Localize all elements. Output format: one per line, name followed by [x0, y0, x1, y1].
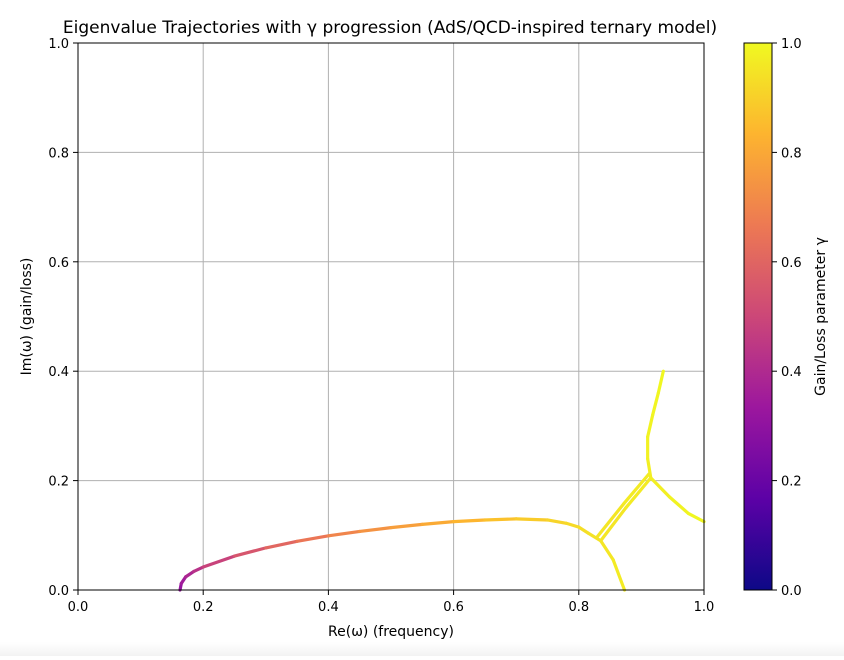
series-trajectory — [599, 539, 627, 592]
y-tick-label: 0.6 — [48, 256, 69, 271]
plot-area — [77, 42, 706, 592]
colorbar-tick-label: 0.2 — [781, 475, 802, 490]
trajectory-segment — [599, 506, 628, 543]
plot-frame — [77, 42, 705, 591]
bottom-strip — [0, 642, 844, 656]
trajectory-segment — [420, 520, 456, 526]
trajectory-segment — [545, 518, 568, 525]
trajectory-segment — [595, 501, 626, 538]
x-tick-label: 0.8 — [568, 600, 589, 615]
trajectory-segment — [667, 495, 690, 516]
trajectory-segment — [622, 472, 651, 506]
colorbar-label: Gain/Loss parameter γ — [813, 237, 829, 396]
plot-background — [78, 43, 704, 590]
y-axis-ticks: 0.0 0.2 0.4 0.6 0.8 1.0 — [48, 37, 78, 599]
trajectory-segment — [624, 476, 653, 510]
trajectory-segment — [514, 517, 550, 522]
colorbar-tick-label: 0.0 — [781, 584, 802, 599]
trajectory-segment — [646, 413, 655, 439]
colorbar-tick-label: 1.0 — [781, 37, 802, 52]
y-axis-label: Im(ω) (gain/loss) — [19, 258, 35, 376]
y-tick-label: 1.0 — [48, 37, 69, 52]
trajectory-segment — [611, 558, 627, 592]
x-tick-label: 0.6 — [443, 600, 464, 615]
trajectory-segment — [586, 531, 603, 543]
trajectory-segment — [232, 546, 268, 558]
colorbar-tick-label: 0.8 — [781, 146, 802, 161]
x-tick-label: 0.0 — [68, 600, 89, 615]
y-tick-label: 0.4 — [48, 365, 69, 380]
trajectory-segment — [651, 391, 660, 417]
x-tick-label: 1.0 — [694, 600, 715, 615]
chart-title: Eigenvalue Trajectories with γ progressi… — [63, 18, 717, 38]
series-trajectory — [646, 369, 665, 480]
trajectory-segment — [656, 369, 665, 395]
trajectory-segment — [649, 476, 672, 499]
trajectory-segment — [686, 511, 706, 524]
series-trajectory — [178, 517, 603, 592]
colorbar-ticks: 0.0 0.2 0.4 0.6 0.8 1.0 — [772, 37, 802, 599]
series-layer — [178, 369, 706, 592]
series-trajectory — [595, 472, 651, 538]
series-trajectory — [599, 476, 653, 543]
trajectory-segment — [201, 554, 237, 569]
trajectory-segment — [184, 569, 196, 579]
series-trajectory — [649, 476, 706, 524]
trajectory-segment — [599, 539, 615, 562]
x-axis-label: Re(ω) (frequency) — [328, 624, 454, 640]
colorbar-tick-label: 0.4 — [781, 365, 802, 380]
x-tick-label: 0.2 — [193, 600, 214, 615]
trajectory-segment — [295, 534, 330, 543]
y-tick-label: 0.0 — [48, 584, 69, 599]
trajectory-segment — [452, 518, 487, 524]
colorbar: 0.0 0.2 0.4 0.6 0.8 1.0 Gain/Loss parameter γ — [743, 37, 829, 599]
x-tick-label: 0.4 — [318, 600, 339, 615]
trajectory-segment — [646, 457, 653, 480]
x-axis-ticks: 0.0 0.2 0.4 0.6 0.8 1.0 — [68, 590, 715, 615]
y-tick-label: 0.8 — [48, 146, 69, 161]
trajectory-segment — [577, 525, 590, 535]
trajectory-segment — [326, 529, 362, 538]
trajectory-segment — [483, 517, 518, 522]
trajectory-segment — [264, 539, 299, 550]
colorbar-gradient — [743, 42, 773, 591]
y-tick-label: 0.2 — [48, 475, 69, 490]
trajectory-segment — [192, 565, 205, 574]
trajectory-segment — [358, 526, 393, 534]
colorbar-tick-label: 0.6 — [781, 256, 802, 271]
trajectory-segment — [564, 521, 581, 529]
trajectory-segment — [389, 522, 424, 530]
